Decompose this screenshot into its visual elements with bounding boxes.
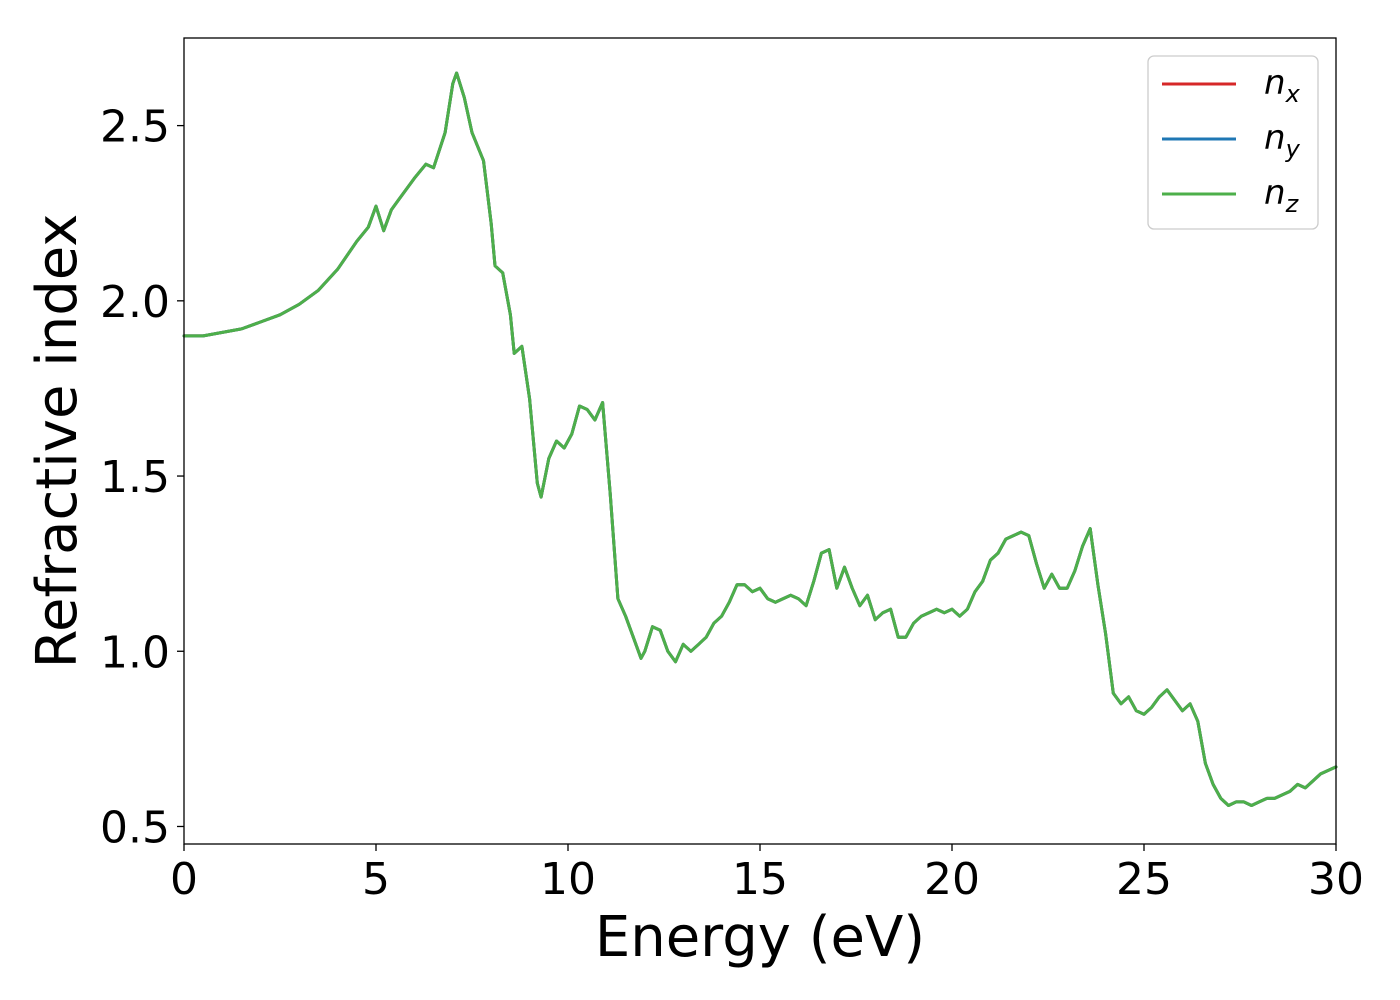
- x-tick-label: 5: [362, 854, 390, 905]
- x-axis-label: Energy (eV): [595, 905, 925, 970]
- x-tick-label: 25: [1116, 854, 1172, 905]
- y-axis-ticks: 0.5 1.0 1.5 2.0 2.5: [100, 102, 184, 853]
- x-tick-label: 15: [732, 854, 788, 905]
- series-layer: [182, 71, 1338, 807]
- y-tick-label: 1.0: [100, 627, 170, 678]
- y-tick-label: 2.0: [100, 277, 170, 328]
- y-tick-label: 0.5: [100, 802, 170, 853]
- y-axis-label: Refractive index: [25, 214, 90, 669]
- y-tick-label: 1.5: [100, 452, 170, 503]
- x-tick-label: 20: [924, 854, 980, 905]
- x-tick-label: 30: [1308, 854, 1364, 905]
- x-tick-label: 10: [540, 854, 596, 905]
- series-line-nz: [182, 71, 1338, 807]
- legend-box: [1147, 55, 1319, 230]
- x-axis-ticks: 0 5 10 15 20 25 30: [170, 844, 1364, 905]
- y-tick-label: 2.5: [100, 102, 170, 153]
- x-tick-label: 0: [170, 854, 198, 905]
- plot-area-background: [184, 38, 1336, 844]
